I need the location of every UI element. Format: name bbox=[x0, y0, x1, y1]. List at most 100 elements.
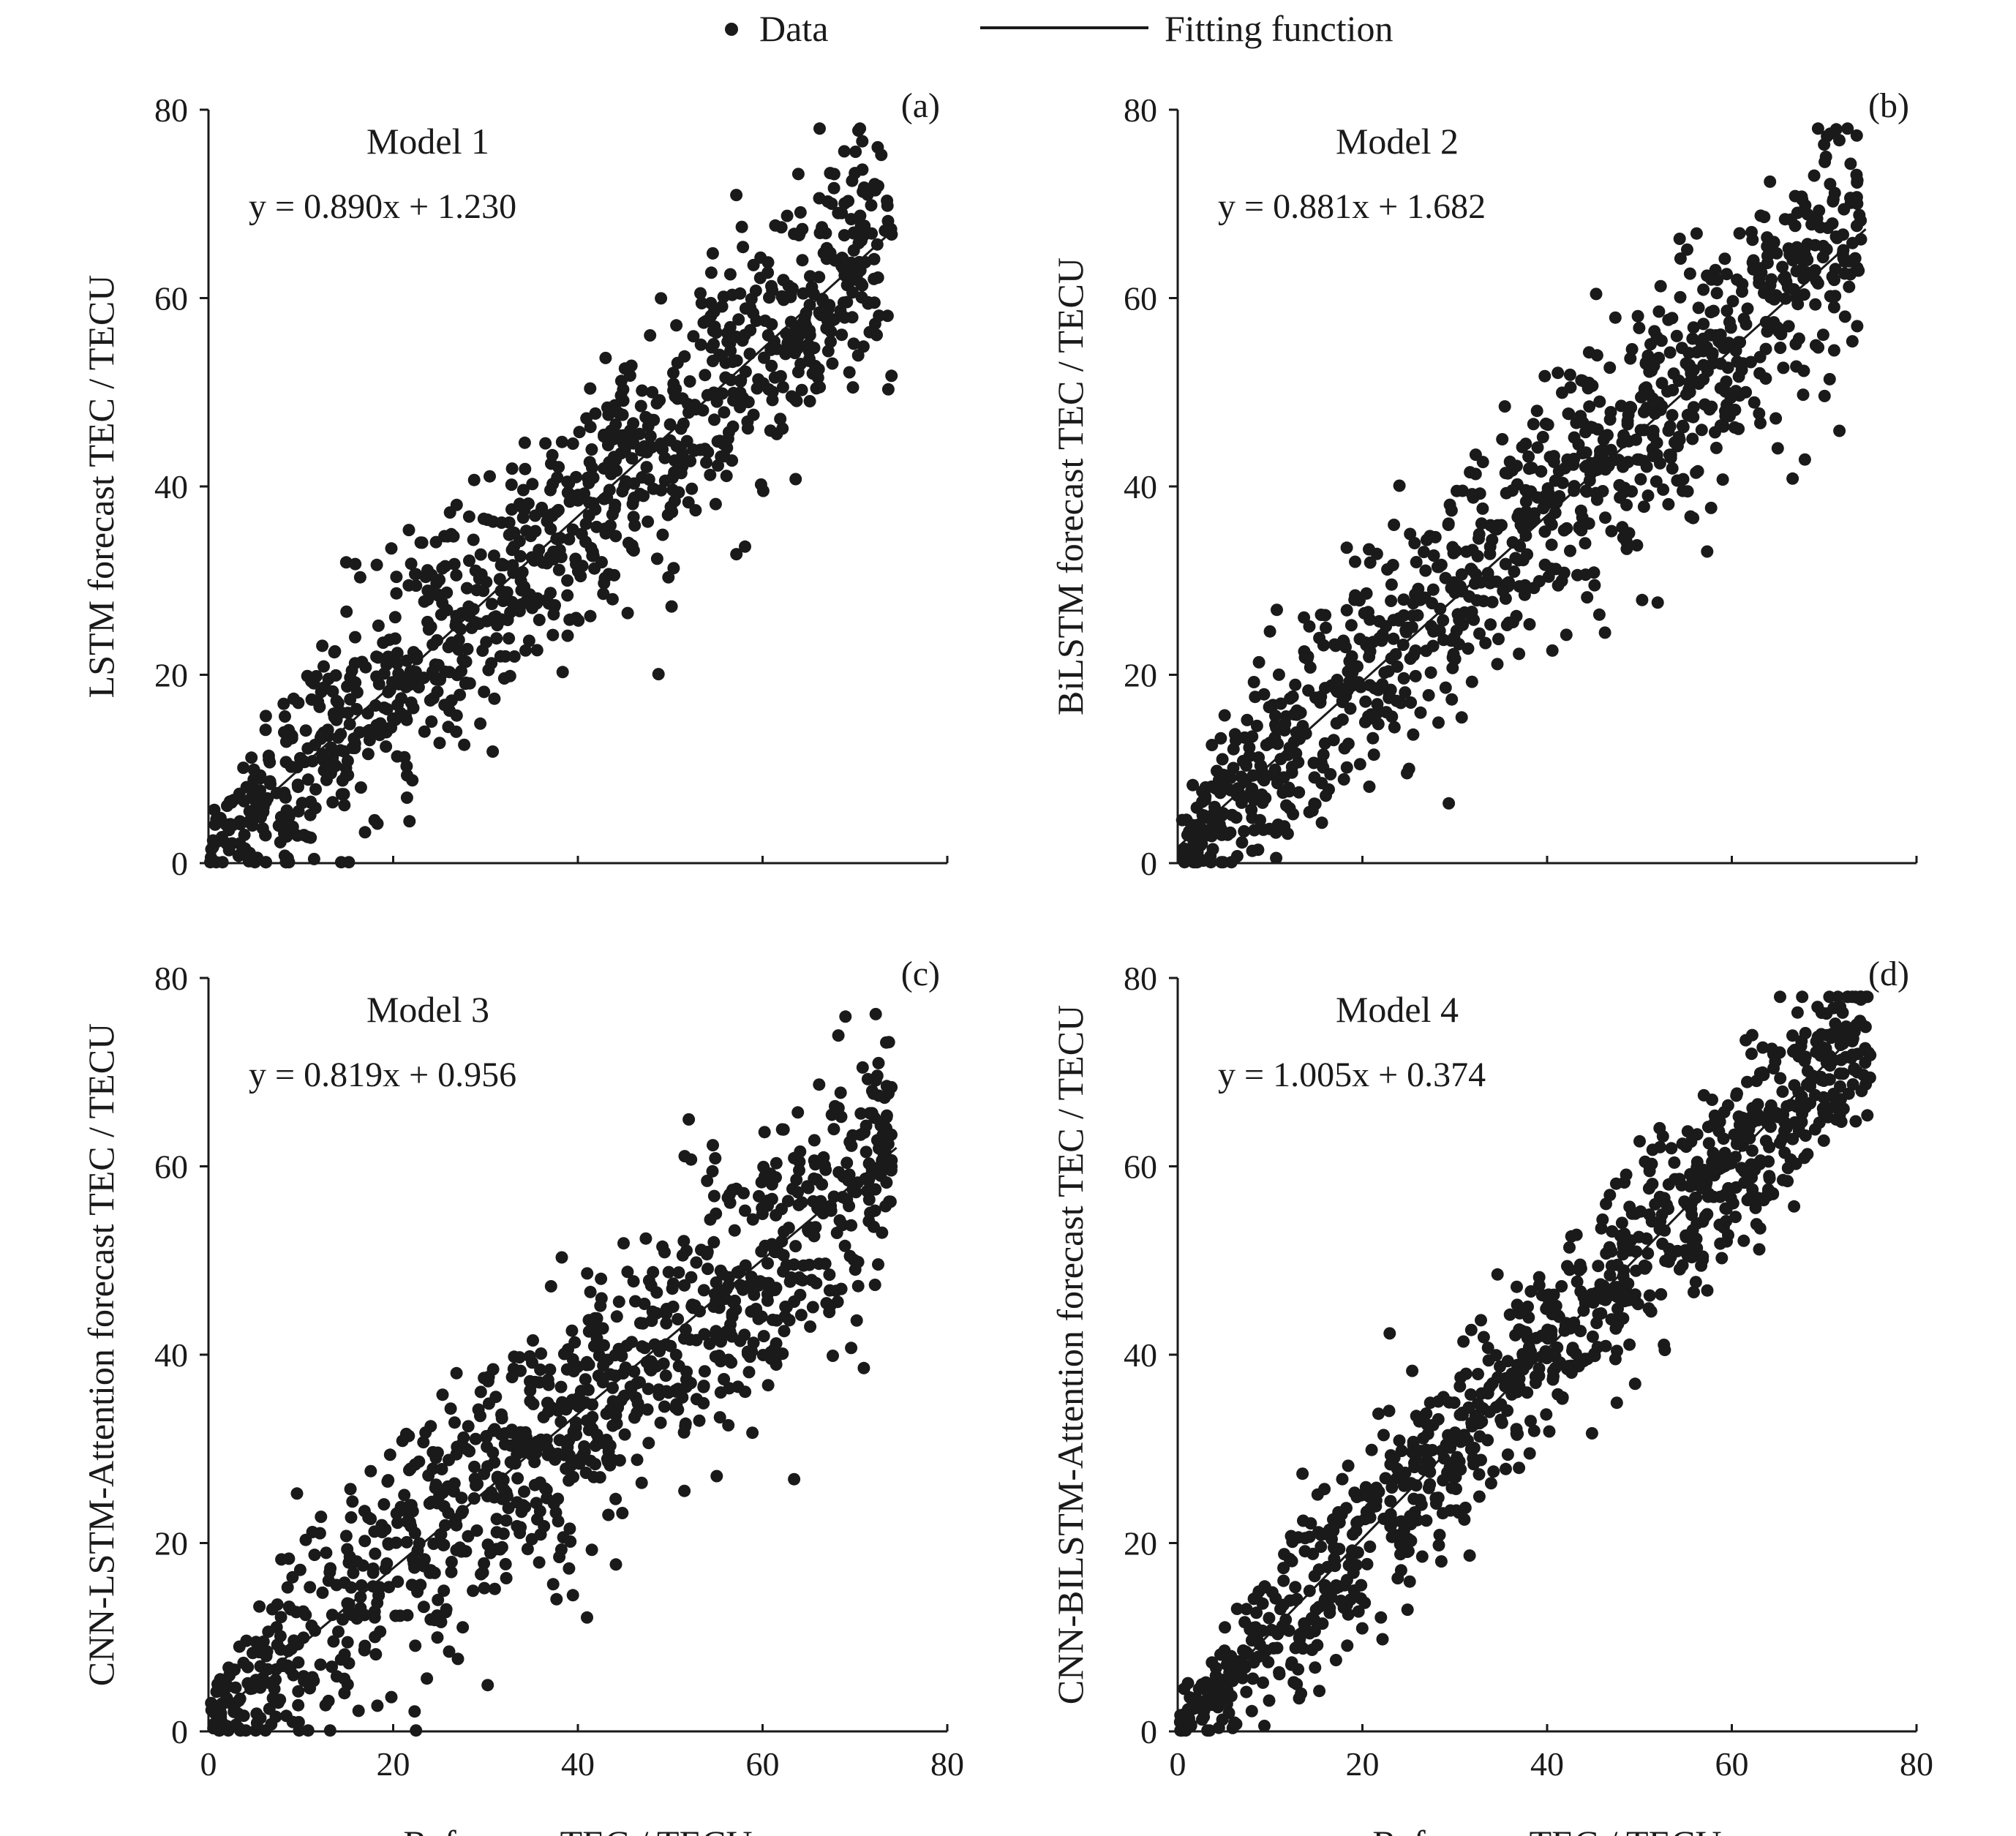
data-point bbox=[612, 1295, 625, 1309]
data-point bbox=[546, 628, 560, 642]
data-point bbox=[1610, 1396, 1623, 1410]
data-point bbox=[710, 1328, 723, 1342]
panel-tag: (c) bbox=[901, 955, 940, 993]
data-point bbox=[1446, 541, 1459, 554]
data-point bbox=[317, 764, 331, 777]
data-point bbox=[1604, 406, 1617, 418]
data-point bbox=[709, 497, 722, 511]
data-point bbox=[448, 1477, 461, 1490]
data-point bbox=[1372, 1407, 1385, 1421]
data-point bbox=[1616, 521, 1629, 534]
data-point bbox=[1538, 369, 1552, 383]
data-point bbox=[1263, 701, 1276, 714]
data-point bbox=[1603, 1189, 1617, 1202]
data-point bbox=[1423, 530, 1437, 543]
data-point bbox=[720, 470, 733, 483]
data-point bbox=[1388, 721, 1401, 734]
data-point bbox=[1624, 401, 1637, 413]
data-point bbox=[612, 1401, 625, 1414]
data-point bbox=[1844, 157, 1857, 170]
data-point bbox=[1513, 647, 1526, 661]
data-point bbox=[1650, 448, 1663, 462]
data-point bbox=[1492, 633, 1505, 646]
data-point bbox=[1397, 1479, 1410, 1492]
data-point bbox=[1464, 466, 1477, 479]
data-point bbox=[1523, 462, 1535, 475]
data-point bbox=[1744, 1191, 1757, 1204]
data-point bbox=[1593, 395, 1606, 408]
data-point bbox=[462, 1420, 475, 1433]
data-point bbox=[823, 1306, 836, 1319]
data-point bbox=[1759, 372, 1772, 385]
data-point bbox=[1236, 1671, 1249, 1685]
data-point bbox=[486, 1363, 500, 1376]
data-point bbox=[636, 384, 649, 397]
data-point bbox=[1267, 1641, 1280, 1655]
data-point bbox=[857, 185, 870, 198]
data-point bbox=[1389, 648, 1402, 661]
data-point bbox=[1199, 781, 1212, 794]
data-point bbox=[1293, 786, 1306, 799]
data-point bbox=[709, 1152, 722, 1165]
data-point bbox=[1838, 267, 1851, 280]
data-point bbox=[593, 1349, 606, 1362]
data-point bbox=[1780, 1100, 1794, 1113]
data-point bbox=[775, 221, 788, 234]
y-tick-label: 60 bbox=[154, 280, 188, 317]
data-point bbox=[1726, 295, 1739, 308]
data-point bbox=[1574, 504, 1587, 517]
data-point bbox=[443, 704, 456, 717]
data-point bbox=[1609, 311, 1622, 324]
data-point bbox=[603, 1368, 617, 1381]
data-point bbox=[320, 1546, 333, 1560]
data-point bbox=[1411, 609, 1424, 622]
data-point bbox=[1620, 542, 1633, 555]
data-point bbox=[821, 345, 835, 358]
data-point bbox=[1284, 692, 1297, 705]
data-point bbox=[1285, 1656, 1298, 1669]
data-point bbox=[1527, 1424, 1541, 1437]
data-point bbox=[443, 666, 456, 679]
data-point bbox=[854, 1107, 868, 1120]
data-point bbox=[695, 297, 708, 309]
data-point bbox=[1417, 1431, 1430, 1445]
data-point bbox=[1289, 1641, 1302, 1655]
data-point bbox=[770, 1358, 783, 1371]
data-point bbox=[672, 486, 685, 499]
data-point bbox=[427, 1538, 440, 1550]
data-point bbox=[372, 1588, 385, 1601]
data-point bbox=[1479, 636, 1492, 650]
data-point bbox=[1342, 665, 1355, 678]
data-point bbox=[650, 552, 663, 565]
data-point bbox=[1273, 1668, 1286, 1681]
data-point bbox=[870, 1069, 884, 1083]
data-point bbox=[1511, 1427, 1524, 1440]
data-point bbox=[1312, 1526, 1325, 1539]
data-point bbox=[1431, 560, 1444, 573]
data-point bbox=[1720, 1235, 1733, 1248]
data-point bbox=[1547, 456, 1560, 468]
data-point bbox=[1617, 1237, 1630, 1250]
data-point bbox=[1658, 1192, 1671, 1205]
data-point bbox=[264, 778, 277, 791]
data-point bbox=[1834, 1039, 1847, 1051]
data-point bbox=[1204, 856, 1217, 869]
y-tick-label: 20 bbox=[154, 657, 188, 694]
data-point bbox=[734, 287, 747, 300]
data-point bbox=[1247, 676, 1260, 688]
data-point bbox=[1710, 441, 1723, 454]
y-axis-title: LSTM forecast TEC / TECU bbox=[80, 275, 121, 699]
data-point bbox=[1625, 343, 1639, 355]
data-point bbox=[1250, 1606, 1263, 1619]
data-point bbox=[1789, 219, 1802, 233]
data-point bbox=[1623, 1338, 1636, 1351]
data-point bbox=[778, 1225, 791, 1238]
data-point bbox=[1195, 1713, 1208, 1726]
data-point bbox=[385, 676, 399, 689]
data-point bbox=[358, 1609, 371, 1622]
data-point bbox=[1287, 808, 1300, 821]
data-point bbox=[1465, 675, 1478, 688]
data-point bbox=[1461, 1434, 1474, 1447]
fit-line bbox=[1176, 1022, 1867, 1729]
data-point bbox=[1658, 1339, 1671, 1351]
